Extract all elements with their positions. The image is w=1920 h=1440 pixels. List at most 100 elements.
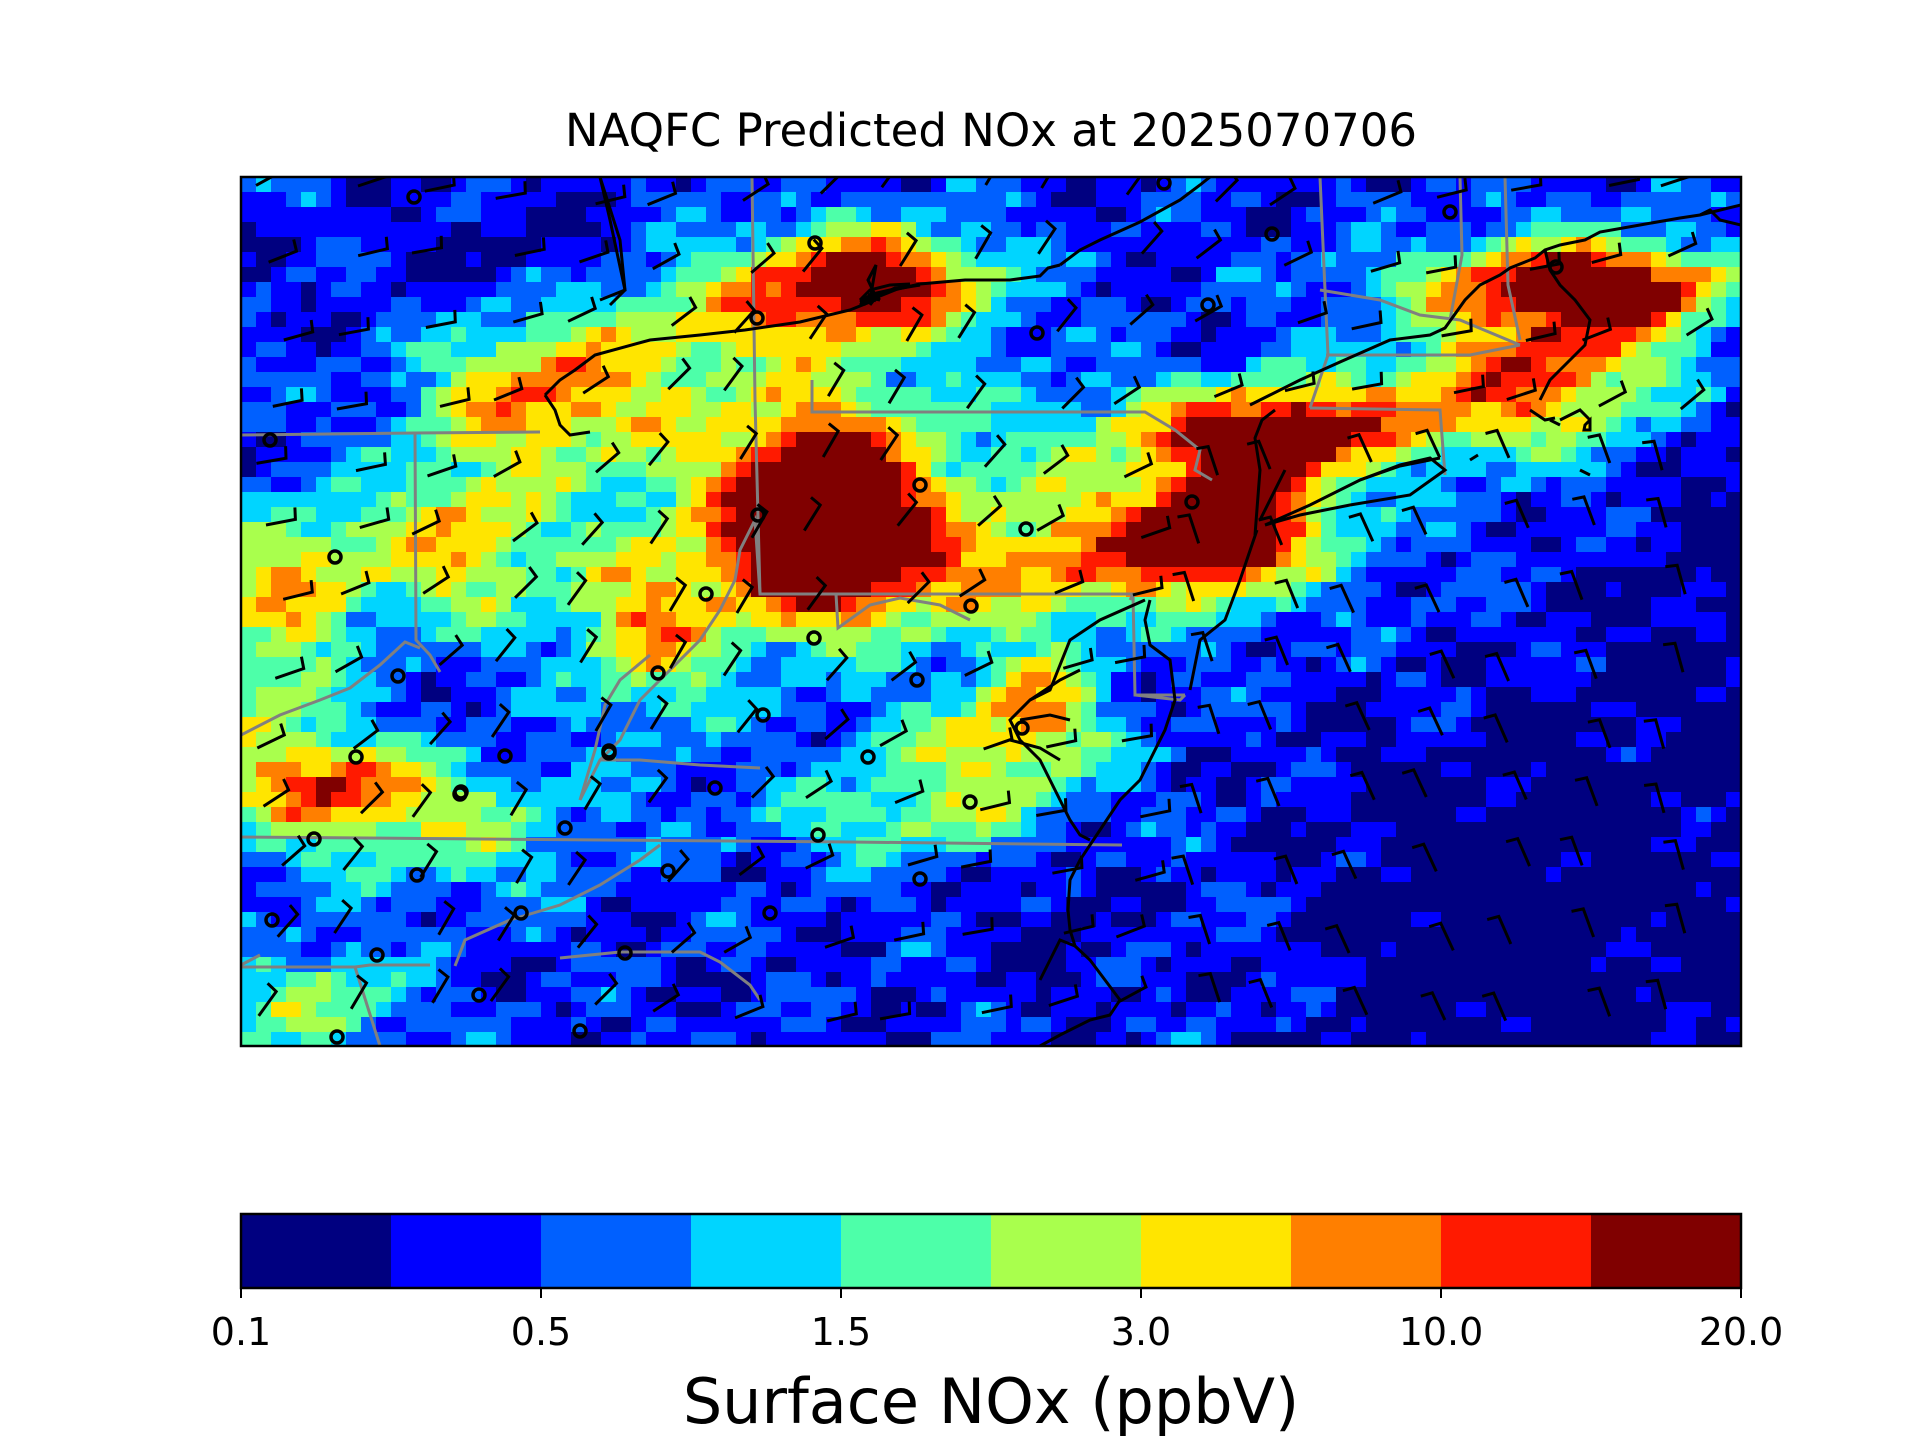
coastline-74 [1249, 203, 1741, 407]
wind-barb-19 [268, 239, 299, 264]
wind-barb-211 [437, 900, 456, 936]
coastline-76 [1188, 529, 1259, 691]
wind-barb-239 [1118, 975, 1148, 1003]
wind-barb-123 [958, 568, 987, 598]
wind-barb-27 [898, 231, 919, 267]
wind-barb-150 [1573, 648, 1598, 680]
wind-barb-30 [1140, 221, 1164, 255]
wind-barb-236 [879, 1001, 912, 1021]
monitor-site-11 [750, 507, 766, 523]
colorbar-swatch-0 [241, 1214, 392, 1288]
wind-barb-205 [1411, 842, 1438, 873]
monitor-site-24 [1014, 720, 1030, 736]
wind-barb-83 [821, 422, 841, 458]
wind-barb-59 [439, 387, 471, 408]
wind-barb-37 [1667, 231, 1698, 258]
wind-barb-210 [333, 898, 354, 934]
state-border-11 [578, 514, 762, 801]
wind-barb-105 [1036, 503, 1066, 532]
wind-barb-92 [1485, 428, 1511, 459]
wind-barb-85 [983, 434, 1007, 468]
wind-barb-143 [1062, 647, 1094, 670]
wind-barb-28 [974, 224, 993, 260]
wind-barb-74 [1598, 380, 1628, 408]
colorbar-label: Surface NOx (ppbV) [682, 1365, 1300, 1438]
wind-barb-155 [490, 702, 511, 738]
coastline-72 [1059, 177, 1211, 267]
colorbar-tick-label-3: 3.0 [1110, 1310, 1172, 1354]
monitor-site-31 [453, 784, 469, 800]
wind-barb-52 [1351, 310, 1383, 331]
wind-barb-178 [805, 769, 834, 799]
wind-barb-163 [1121, 723, 1154, 743]
wind-barb-0 [255, 177, 275, 187]
nox-field-layer [241, 177, 1741, 1046]
wind-barb-138 [669, 633, 688, 670]
monitor-site-40 [762, 905, 778, 921]
state-border-9 [810, 380, 1213, 482]
wind-barb-183 [1179, 782, 1203, 814]
monitor-site-20 [497, 748, 513, 764]
monitor-site-6 [1200, 297, 1216, 313]
wind-barb-200 [1052, 855, 1084, 875]
wind-barb-141 [890, 650, 918, 682]
wind-barb-221 [1188, 913, 1212, 945]
wind-barb-154 [428, 711, 453, 746]
wind-barb-217 [893, 921, 926, 942]
wind-barb-230 [431, 968, 450, 1004]
wind-barb-197 [805, 843, 835, 870]
wind-barb-79 [493, 450, 522, 478]
state-border-3 [241, 835, 1123, 847]
wind-barb-120 [735, 578, 755, 614]
coastline-layer [543, 177, 1741, 1046]
wind-barb-203 [1273, 854, 1299, 885]
monitor-site-33 [810, 827, 826, 843]
wind-barb-41 [512, 301, 544, 324]
wind-barb-25 [750, 242, 776, 274]
wind-barb-135 [438, 634, 465, 667]
state-borders-layer [241, 177, 1522, 1046]
monitor-site-5 [1548, 259, 1564, 275]
wind-barb-84 [879, 426, 900, 461]
wind-barb-216 [824, 925, 856, 949]
wind-barb-51 [1297, 300, 1329, 325]
wind-barb-118 [566, 571, 588, 606]
wind-barb-14 [1372, 179, 1403, 205]
wind-barb-187 [1502, 770, 1528, 801]
state-border-12 [578, 653, 651, 801]
coastline-86 [1359, 456, 1441, 482]
wind-barb-47 [957, 303, 977, 339]
wind-barb-171 [262, 778, 291, 808]
wind-barb-175 [583, 775, 603, 811]
monitor-site-39 [513, 905, 529, 921]
wind-barb-13 [1269, 177, 1297, 207]
wind-barb-161 [983, 727, 1014, 751]
nox-band-3 [241, 177, 1741, 1046]
state-border-1 [413, 432, 442, 673]
monitor-site-32 [557, 820, 573, 836]
wind-barb-147 [1325, 642, 1352, 673]
wind-barb-193 [515, 848, 534, 884]
wind-barb-214 [670, 921, 697, 954]
wind-barb-219 [1063, 914, 1095, 935]
wind-barb-182 [1140, 798, 1172, 819]
state-border-19 [1134, 693, 1187, 702]
wind-barb-68 [1113, 375, 1142, 405]
wind-barb-23 [579, 240, 610, 264]
wind-barb-238 [1048, 984, 1080, 1008]
wind-barb-126 [1172, 570, 1196, 602]
wind-barb-245 [1587, 986, 1612, 1017]
wind-barb-80 [595, 441, 621, 474]
wind-barb-113 [1646, 496, 1668, 528]
monitor-site-1 [1156, 177, 1172, 191]
wind-barb-144 [1114, 644, 1147, 665]
coastline-85 [1264, 456, 1448, 527]
wind-barb-16 [1510, 177, 1543, 192]
colorbar-swatch-6 [1141, 1214, 1292, 1288]
coastline-2 [866, 264, 878, 301]
colorbar-swatch-9 [1591, 1214, 1742, 1288]
wind-barb-159 [824, 708, 850, 741]
wind-barb-153 [352, 719, 380, 750]
monitor-site-9 [262, 432, 278, 448]
wind-barb-48 [1056, 298, 1078, 333]
